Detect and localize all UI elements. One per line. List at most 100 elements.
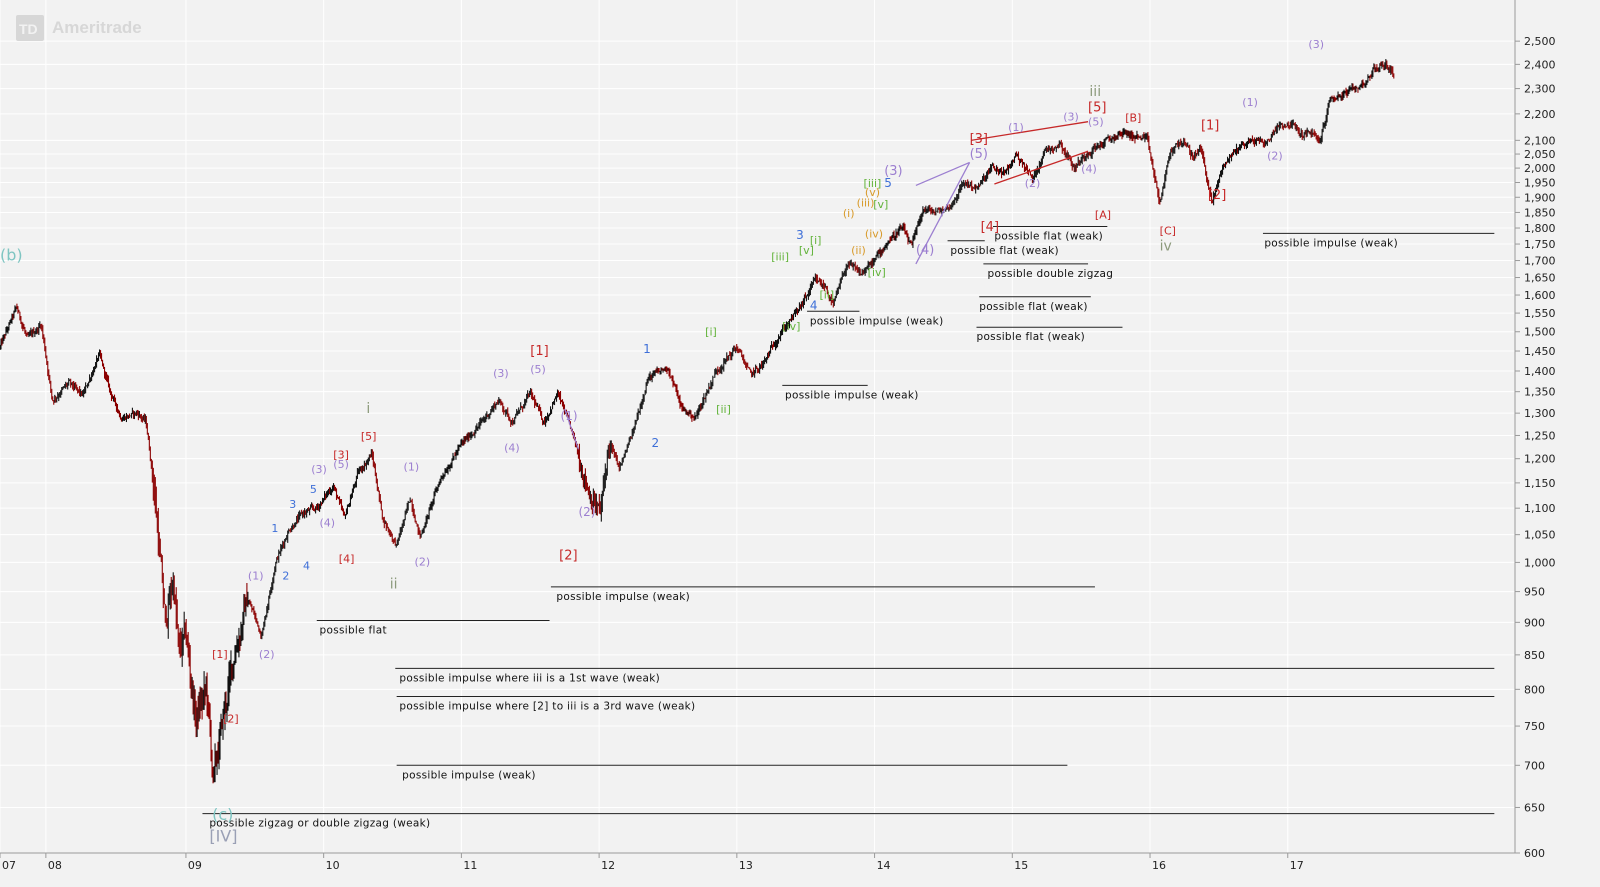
x-tick-label: 13 [739, 859, 753, 872]
wave-label: [iii] [864, 177, 882, 190]
y-tick-label: 1,350 [1524, 386, 1556, 399]
scenario-label: possible double zigzag [988, 268, 1114, 280]
wave-label: (i) [843, 207, 855, 220]
scenario-label: possible flat (weak) [950, 245, 1059, 257]
wave-label: i [366, 401, 370, 417]
y-tick-label: 1,800 [1524, 222, 1556, 235]
y-tick-label: 2,100 [1524, 134, 1556, 147]
y-tick-label: 750 [1524, 720, 1545, 733]
wave-label: (1) [1242, 96, 1258, 109]
wave-label: (2) [1025, 177, 1041, 190]
wave-label: iii [1089, 84, 1101, 100]
wave-label: (3) [884, 164, 902, 179]
wave-label: (2) [1267, 150, 1283, 163]
wave-label: (4) [504, 442, 520, 455]
y-tick-label: 700 [1524, 759, 1545, 772]
wave-label: [iv] [868, 266, 886, 279]
wave-label: (2) [259, 648, 275, 661]
wave-label: (c) [212, 805, 233, 824]
scenario-label: possible impulse (weak) [785, 389, 919, 401]
wave-label: [ii] [819, 289, 834, 302]
wave-label: (2) [415, 555, 431, 568]
wave-label: (b) [0, 246, 23, 265]
x-axis: 07 08 09 10 11 12 13 14 15 16 17 [0, 852, 1515, 872]
wave-label: (v) [865, 186, 880, 199]
y-tick-label: 1,650 [1524, 272, 1556, 285]
wave-label: [IV] [209, 827, 237, 846]
y-tick-label: 1,500 [1524, 326, 1556, 339]
price-series [0, 59, 1395, 784]
y-tick-label: 1,400 [1524, 365, 1556, 378]
y-tick-label: 2,200 [1524, 108, 1556, 121]
scenario-label: possible flat (weak) [979, 301, 1088, 313]
wave-label: [1] [1201, 119, 1219, 134]
brand-name: Ameritrade [52, 18, 142, 37]
y-tick-label: 1,000 [1524, 556, 1556, 569]
y-tick-label: 1,850 [1524, 206, 1556, 219]
wave-label: 4 [303, 559, 310, 572]
brand-logo-text: TD [19, 21, 38, 37]
wave-label: (5) [1088, 116, 1104, 129]
wave-label: [A] [1095, 209, 1111, 222]
wave-label: [2] [559, 549, 577, 564]
wave-label: 3 [289, 498, 296, 511]
wave-label: (2) [578, 505, 595, 519]
y-tick-label: 950 [1524, 586, 1545, 599]
wave-label: (1) [248, 570, 264, 583]
wave-label: (3) [1063, 110, 1079, 123]
wave-label: (iii) [857, 196, 875, 209]
y-tick-label: 650 [1524, 801, 1545, 814]
wave-labels: (b)(c)[IV][1][2](1)(2)12345(3)(4)(5)[3][… [0, 38, 1324, 846]
wave-label: (3) [493, 367, 509, 380]
wave-label: (4) [1081, 162, 1097, 175]
x-tick-label: 07 [2, 859, 16, 872]
trendline [564, 408, 580, 450]
y-tick-label: 2,400 [1524, 58, 1556, 71]
wave-label: [iv] [782, 320, 800, 333]
scenario-label: possible impulse where iii is a 1st wave… [399, 672, 660, 684]
wave-label: [2] [1208, 188, 1226, 203]
wave-label: (1) [1008, 121, 1024, 134]
wave-label: [v] [799, 244, 814, 257]
y-tick-label: 1,900 [1524, 191, 1556, 204]
y-tick-label: 2,300 [1524, 83, 1556, 96]
wave-label: (iv) [865, 228, 883, 241]
wave-label: [iii] [771, 251, 789, 264]
wave-label: [3] [970, 132, 988, 147]
scenario-label: possible impulse (weak) [402, 769, 536, 781]
y-tick-label: 1,150 [1524, 477, 1556, 490]
x-tick-label: 09 [188, 859, 202, 872]
wave-label: (4) [916, 243, 934, 258]
y-tick-label: 1,250 [1524, 429, 1556, 442]
scenario-label: possible impulse (weak) [810, 315, 944, 327]
y-tick-label: 600 [1524, 847, 1545, 860]
y-tick-label: 2,050 [1524, 148, 1556, 161]
wave-label: [B] [1125, 112, 1141, 125]
wave-label: (5) [333, 458, 349, 471]
y-tick-label: 2,500 [1524, 35, 1556, 48]
wave-label: 1 [271, 522, 278, 535]
brand-logo-box [16, 15, 44, 41]
wave-label: [i] [810, 234, 822, 247]
wave-label: (4) [320, 517, 336, 530]
scenario-label: possible impulse (weak) [556, 591, 690, 603]
x-tick-label: 15 [1014, 859, 1028, 872]
y-tick-label: 1,700 [1524, 255, 1556, 268]
x-tick-label: 14 [877, 859, 891, 872]
wave-label: (5) [970, 147, 988, 162]
y-tick-label: 2,000 [1524, 162, 1556, 175]
wave-label: 4 [810, 298, 818, 312]
wave-label: 5 [884, 176, 892, 190]
x-tick-label: 16 [1152, 859, 1166, 872]
y-tick-label: 800 [1524, 683, 1545, 696]
y-tick-label: 1,100 [1524, 502, 1556, 515]
wave-label: [2] [223, 712, 239, 725]
wave-label: (5) [530, 363, 546, 376]
wave-label: [ii] [716, 403, 731, 416]
wave-label: 2 [651, 436, 659, 450]
wave-label: (3) [311, 463, 327, 476]
wave-label: (ii) [851, 244, 866, 257]
trendline [970, 121, 1089, 141]
